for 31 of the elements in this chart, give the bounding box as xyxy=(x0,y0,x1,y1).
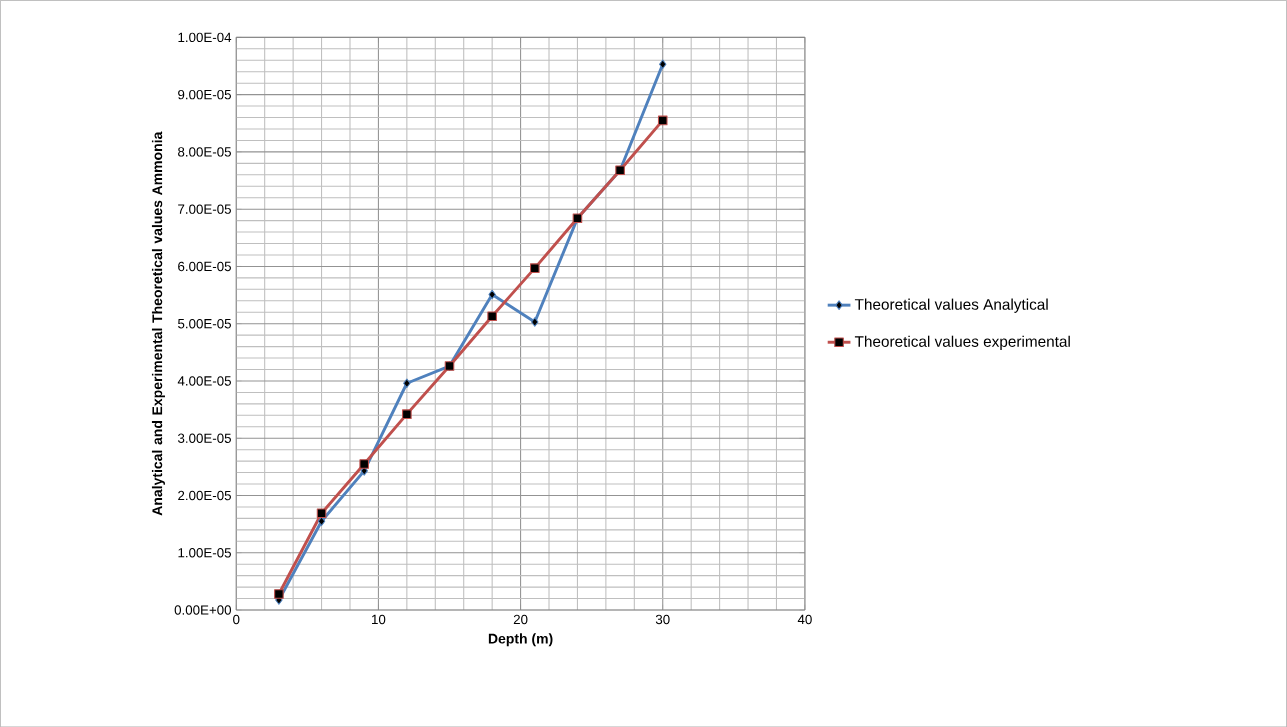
y-tick-label: 7.00E-05 xyxy=(178,204,231,214)
point xyxy=(274,589,284,599)
y-tick-label: 6.00E-05 xyxy=(178,261,231,271)
point xyxy=(402,409,412,419)
y-tick-label: 1.00E-04 xyxy=(178,32,232,42)
legend-label: Theoretical values Analytical xyxy=(854,298,1048,313)
y-tick-label: 5.00E-05 xyxy=(178,318,231,329)
x-tick-label: 30 xyxy=(655,614,670,624)
y-tick-label: 4.00E-05 xyxy=(177,376,231,386)
y-tick-label: 3.00E-05 xyxy=(177,433,231,443)
point xyxy=(531,317,539,327)
x-tick-label: 20 xyxy=(513,614,528,624)
point xyxy=(488,289,496,300)
x-tick-label: 10 xyxy=(372,614,386,624)
point xyxy=(359,459,370,469)
y-tick-label: 0.00E+00 xyxy=(174,605,232,615)
y-tick-label: 8.00E-05 xyxy=(178,147,231,157)
x-tick-label: 0 xyxy=(233,614,240,624)
point xyxy=(657,115,668,126)
y-tick-label: 9.00E-05 xyxy=(178,89,231,100)
point xyxy=(487,311,497,321)
y-axis-title: Analytical and Experimental Theoretical values Ammonia xyxy=(151,131,165,516)
x-axis-title: Depth (m) xyxy=(488,633,553,647)
point xyxy=(403,378,411,388)
point xyxy=(659,59,667,69)
y-tick-label: 2.00E-05 xyxy=(178,490,231,501)
point xyxy=(316,508,327,518)
legend-label: Theoretical values experimental xyxy=(854,335,1070,350)
point xyxy=(530,263,540,273)
x-tick-label: 40 xyxy=(797,614,812,624)
y-tick-label: 1.00E-05 xyxy=(178,547,231,558)
